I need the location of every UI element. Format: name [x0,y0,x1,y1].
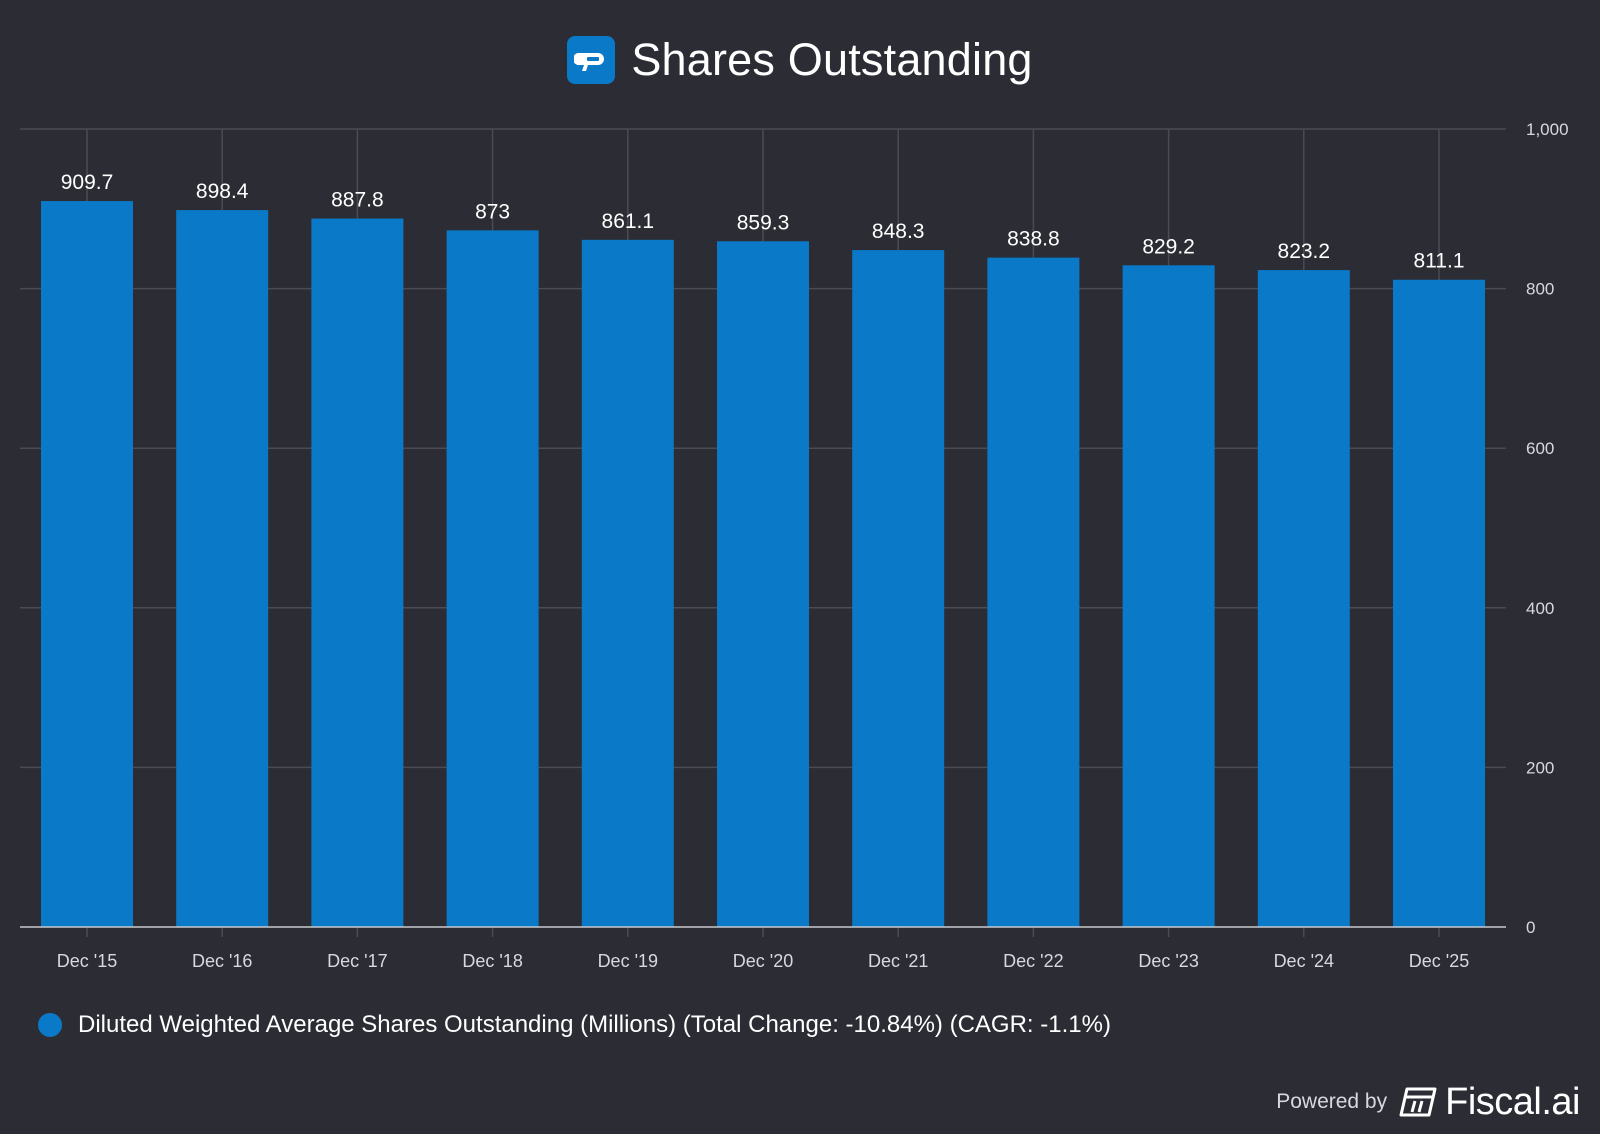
data-label: 887.8 [331,189,384,212]
bar [852,250,945,928]
x-tick-label: Dec '22 [1003,951,1063,971]
brand-name: Fiscal.ai [1445,1080,1580,1123]
data-label: 861.1 [602,210,655,233]
bar [176,210,269,928]
y-tick-label: 0 [1526,918,1535,937]
legend-marker [38,1013,62,1037]
y-tick-label: 800 [1526,280,1554,299]
powered-by-text: Powered by [1276,1090,1388,1113]
bar [41,201,133,928]
y-tick-label: 1,000 [1526,120,1569,139]
bar [1393,279,1485,927]
x-tick-label: Dec '16 [192,951,252,971]
x-tick-label: Dec '15 [57,951,117,971]
data-label: 909.7 [61,171,114,194]
bar-chart: 0 200 400 600 800 1,000 909.7 898.4 887.8 873 861.… [20,120,1569,971]
data-label: 829.2 [1142,235,1195,258]
footer: Powered by Fiscal.ai [1276,1080,1580,1124]
data-label: 859.3 [737,211,790,234]
fiscal-logo-icon [567,36,616,84]
bar [717,241,809,928]
legend-label: Diluted Weighted Average Shares Outstand… [78,1011,1111,1038]
x-tick-label: Dec '18 [462,951,522,971]
x-tick-label: Dec '17 [327,951,387,971]
bar [1257,270,1350,927]
data-label: 811.1 [1414,250,1465,273]
fiscal-brand-icon [1399,1086,1437,1118]
data-label: 848.3 [872,220,925,243]
x-tick-label: Dec '21 [868,951,928,971]
y-tick-label: 400 [1526,599,1554,618]
bar [581,239,674,928]
x-tick-label: Dec '23 [1138,951,1198,971]
bar [987,257,1080,928]
y-tick-label: 600 [1526,439,1554,458]
data-label: 898.4 [196,180,249,203]
chart-title: Shares Outstanding [631,34,1033,85]
chart-header: Shares Outstanding [0,28,1600,92]
data-label: 838.8 [1007,228,1060,251]
x-tick-label: Dec '20 [733,951,793,971]
bar [311,218,404,928]
bar [446,230,539,927]
x-tick-label: Dec '19 [598,951,658,971]
y-tick-label: 200 [1526,758,1554,777]
legend[interactable]: Diluted Weighted Average Shares Outstand… [38,1008,1111,1042]
bar [1122,265,1215,927]
x-tick-label: Dec '25 [1409,951,1469,971]
data-label: 823.2 [1278,240,1331,263]
data-label: 873 [475,200,510,223]
x-tick-label: Dec '24 [1274,951,1334,971]
